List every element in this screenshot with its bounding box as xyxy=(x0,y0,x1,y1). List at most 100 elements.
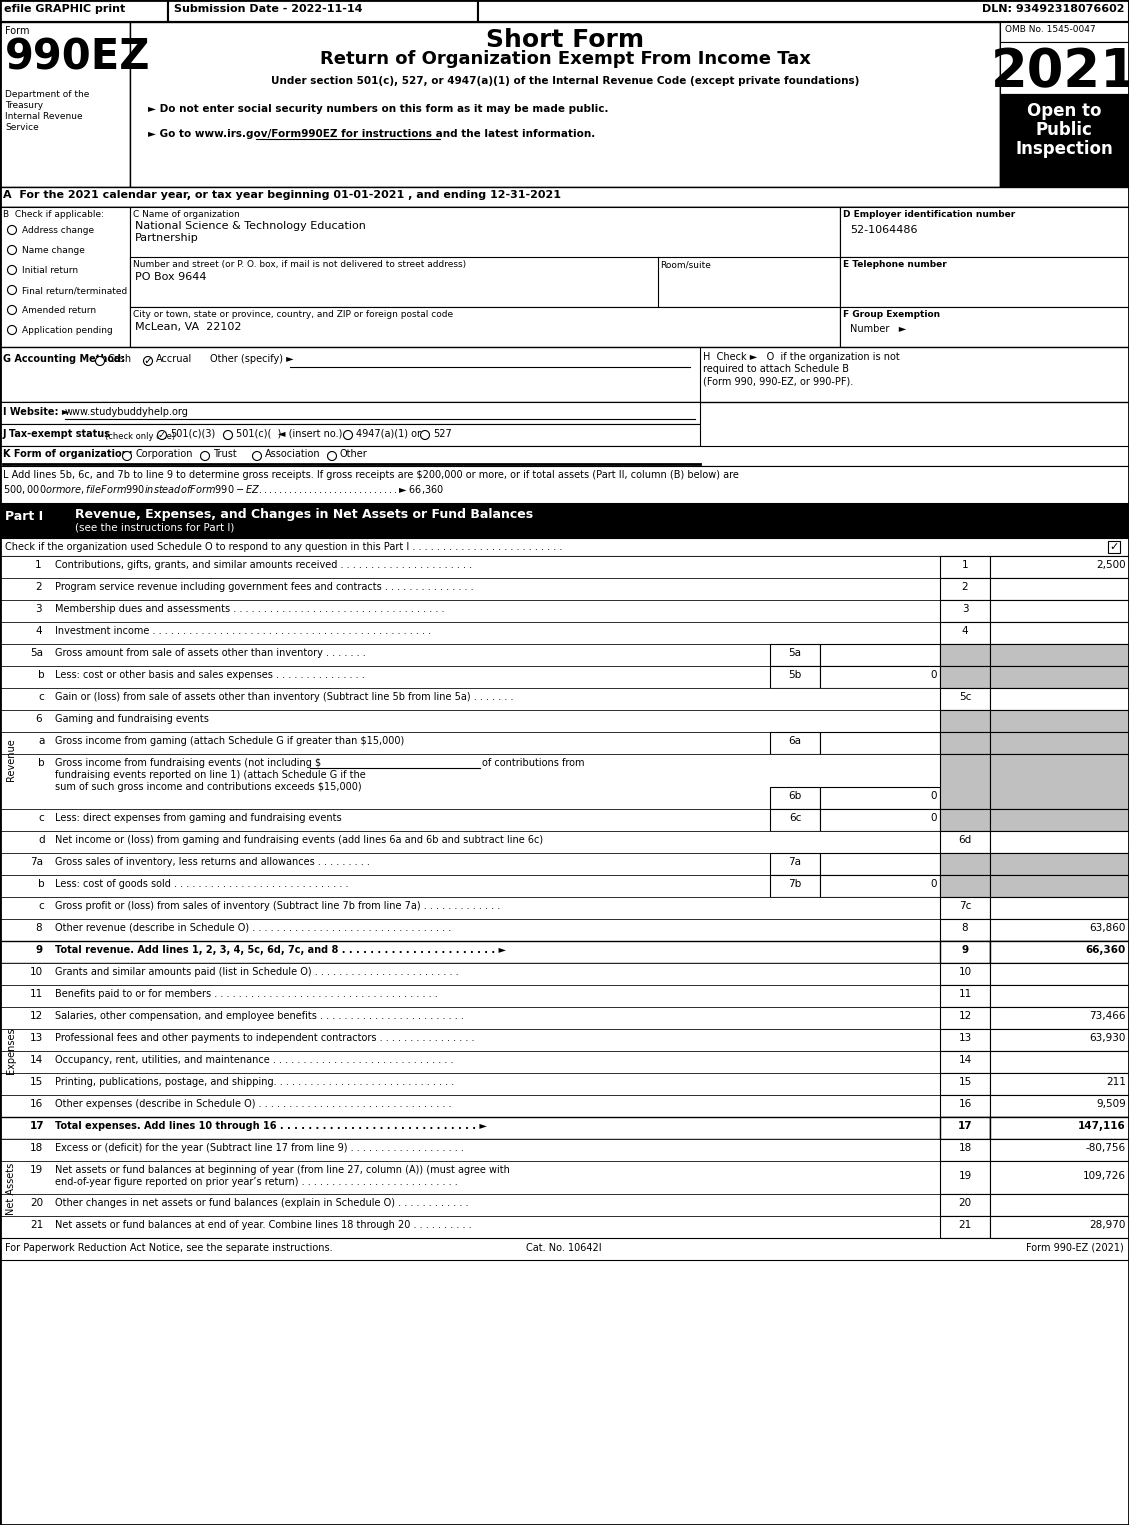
Text: $500,000 or more, file Form 990 instead of Form 990-EZ . . . . . . . . . . . . .: $500,000 or more, file Form 990 instead … xyxy=(3,483,444,496)
Bar xyxy=(130,21,1000,188)
Bar xyxy=(940,920,990,941)
Bar xyxy=(0,207,1129,348)
Bar xyxy=(0,1029,1129,1051)
Text: 20: 20 xyxy=(959,1199,972,1208)
Text: Contributions, gifts, grants, and similar amounts received . . . . . . . . . . .: Contributions, gifts, grants, and simila… xyxy=(55,560,472,570)
Text: 6: 6 xyxy=(35,714,42,724)
Text: Net Assets: Net Assets xyxy=(6,1162,16,1214)
Text: 20: 20 xyxy=(30,1199,43,1208)
Text: Under section 501(c), 527, or 4947(a)(1) of the Internal Revenue Code (except pr: Under section 501(c), 527, or 4947(a)(1)… xyxy=(271,76,859,85)
Bar xyxy=(0,1074,1129,1095)
Text: Gross sales of inventory, less returns and allowances . . . . . . . . .: Gross sales of inventory, less returns a… xyxy=(55,857,370,868)
Text: City or town, state or province, country, and ZIP or foreign postal code: City or town, state or province, country… xyxy=(133,310,453,319)
Text: 0: 0 xyxy=(930,813,937,824)
Bar xyxy=(940,985,990,1006)
Text: 990EZ: 990EZ xyxy=(5,37,150,78)
Text: end-of-year figure reported on prior year’s return) . . . . . . . . . . . . . . : end-of-year figure reported on prior yea… xyxy=(55,1177,457,1186)
Bar xyxy=(0,348,1129,403)
Bar xyxy=(770,666,820,688)
Text: Return of Organization Exempt From Income Tax: Return of Organization Exempt From Incom… xyxy=(320,50,811,69)
Text: 0: 0 xyxy=(930,669,937,680)
Bar xyxy=(0,403,700,424)
Text: 16: 16 xyxy=(30,1100,43,1109)
Text: Other expenses (describe in Schedule O) . . . . . . . . . . . . . . . . . . . . : Other expenses (describe in Schedule O) … xyxy=(55,1100,452,1109)
Text: ✓: ✓ xyxy=(143,355,152,366)
Text: 501(c)(3): 501(c)(3) xyxy=(170,429,216,439)
Text: ✓: ✓ xyxy=(158,430,166,441)
Text: 63,860: 63,860 xyxy=(1089,923,1126,933)
Bar xyxy=(0,688,1129,711)
Bar xyxy=(940,732,990,753)
Text: 4: 4 xyxy=(35,625,42,636)
Circle shape xyxy=(143,357,152,366)
Text: Occupancy, rent, utilities, and maintenance . . . . . . . . . . . . . . . . . . : Occupancy, rent, utilities, and maintena… xyxy=(55,1055,454,1064)
Text: Revenue, Expenses, and Changes in Net Assets or Fund Balances: Revenue, Expenses, and Changes in Net As… xyxy=(75,508,533,522)
Text: Accrual: Accrual xyxy=(156,354,192,364)
Bar xyxy=(990,941,1129,962)
Text: Form: Form xyxy=(5,26,29,37)
Bar xyxy=(990,962,1129,985)
Circle shape xyxy=(327,451,336,461)
Bar xyxy=(940,962,990,985)
Bar xyxy=(990,666,1129,688)
Text: L Add lines 5b, 6c, and 7b to line 9 to determine gross receipts. If gross recei: L Add lines 5b, 6c, and 7b to line 9 to … xyxy=(3,470,738,480)
Text: ✓: ✓ xyxy=(1110,541,1119,552)
Text: 3: 3 xyxy=(962,604,969,615)
Bar xyxy=(0,1161,1129,1194)
Text: 6c: 6c xyxy=(789,813,802,824)
Bar xyxy=(840,307,1129,348)
Bar xyxy=(0,875,1129,897)
Text: 527: 527 xyxy=(434,429,452,439)
Text: Benefits paid to or for members . . . . . . . . . . . . . . . . . . . . . . . . : Benefits paid to or for members . . . . … xyxy=(55,990,438,999)
Bar xyxy=(940,644,990,666)
Bar xyxy=(0,920,1129,941)
Text: Corporation: Corporation xyxy=(135,448,193,459)
Bar xyxy=(990,920,1129,941)
Bar xyxy=(0,1215,1129,1238)
Circle shape xyxy=(8,265,17,274)
Text: Part I: Part I xyxy=(5,509,43,523)
Bar xyxy=(0,753,1129,808)
Text: 2,500: 2,500 xyxy=(1096,560,1126,570)
Text: Open to: Open to xyxy=(1026,102,1101,120)
Bar xyxy=(840,207,1129,258)
Text: I Website: ►: I Website: ► xyxy=(3,407,69,416)
Bar xyxy=(990,599,1129,622)
Circle shape xyxy=(96,357,105,366)
Text: Department of the: Department of the xyxy=(5,90,89,99)
Text: 10: 10 xyxy=(30,967,43,978)
Bar xyxy=(1000,95,1129,188)
Text: 8: 8 xyxy=(962,923,969,933)
Bar xyxy=(990,753,1129,808)
Bar xyxy=(990,578,1129,599)
Text: 18: 18 xyxy=(30,1144,43,1153)
Bar xyxy=(770,875,820,897)
Text: 1: 1 xyxy=(962,560,969,570)
Text: Short Form: Short Form xyxy=(485,27,644,52)
Bar xyxy=(820,787,940,808)
Text: Gross amount from sale of assets other than inventory . . . . . . .: Gross amount from sale of assets other t… xyxy=(55,648,366,657)
Text: 12: 12 xyxy=(30,1011,43,1022)
Bar xyxy=(990,808,1129,831)
Text: 14: 14 xyxy=(959,1055,972,1064)
Text: 5a: 5a xyxy=(30,648,43,657)
Text: Cat. No. 10642I: Cat. No. 10642I xyxy=(526,1243,602,1254)
Text: b: b xyxy=(38,878,45,889)
Text: 15: 15 xyxy=(30,1077,43,1087)
Bar xyxy=(1108,541,1120,554)
Text: 5c: 5c xyxy=(959,692,971,702)
Text: 16: 16 xyxy=(959,1100,972,1109)
Bar xyxy=(990,711,1129,732)
Text: 10: 10 xyxy=(959,967,972,978)
Bar xyxy=(820,644,940,666)
Bar xyxy=(0,188,1129,207)
Text: 5a: 5a xyxy=(788,648,802,657)
Bar xyxy=(0,424,700,445)
Text: 11: 11 xyxy=(30,990,43,999)
Bar xyxy=(940,1006,990,1029)
Bar xyxy=(0,1238,1129,1260)
Text: Initial return: Initial return xyxy=(21,265,78,274)
Text: 4: 4 xyxy=(962,625,969,636)
Bar xyxy=(1000,43,1129,95)
Text: Gross income from gaming (attach Schedule G if greater than $15,000): Gross income from gaming (attach Schedul… xyxy=(55,737,404,746)
